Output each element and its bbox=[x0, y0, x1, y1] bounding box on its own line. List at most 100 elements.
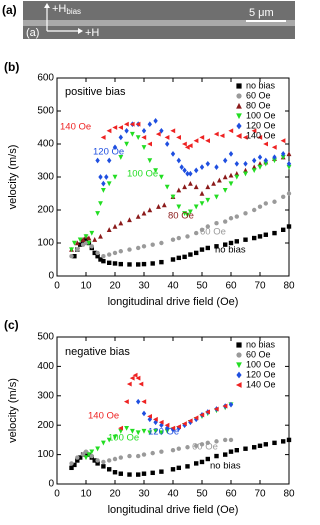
data-point bbox=[205, 197, 211, 203]
data-point bbox=[176, 204, 182, 210]
data-point bbox=[263, 442, 268, 447]
data-point bbox=[251, 168, 257, 174]
data-point bbox=[257, 443, 263, 448]
data-point bbox=[118, 425, 123, 431]
data-point bbox=[135, 375, 141, 381]
data-point bbox=[164, 184, 170, 190]
data-point bbox=[194, 250, 199, 256]
y-axis-label: velocity (m/s) bbox=[7, 145, 19, 210]
data-point bbox=[263, 201, 268, 206]
data-point bbox=[106, 437, 112, 443]
data-point bbox=[193, 415, 199, 421]
data-point bbox=[193, 138, 199, 144]
data-point bbox=[263, 141, 268, 147]
data-point bbox=[164, 134, 170, 140]
data-point bbox=[194, 461, 199, 466]
data-point bbox=[272, 199, 277, 204]
data-point bbox=[141, 428, 147, 434]
x-tick-label: 50 bbox=[196, 281, 208, 292]
data-point bbox=[164, 422, 170, 428]
y-tick-label: 600 bbox=[37, 73, 54, 84]
data-point bbox=[106, 181, 112, 187]
data-point bbox=[147, 121, 152, 128]
data-point bbox=[243, 237, 248, 242]
x-tick-label: 70 bbox=[254, 281, 266, 292]
bias-field-sub: bias bbox=[66, 7, 81, 16]
data-point bbox=[228, 128, 234, 134]
data-point bbox=[86, 452, 92, 458]
data-point bbox=[69, 461, 74, 466]
data-point bbox=[75, 247, 80, 252]
legend-label: 100 Oe bbox=[246, 359, 276, 369]
data-point bbox=[181, 421, 187, 427]
data-point bbox=[170, 128, 176, 134]
data-point bbox=[86, 240, 92, 246]
data-point bbox=[89, 453, 95, 459]
data-point bbox=[176, 157, 181, 164]
data-point bbox=[164, 428, 170, 434]
data-point bbox=[228, 216, 234, 221]
data-point bbox=[243, 211, 248, 216]
data-point bbox=[243, 167, 248, 173]
data-point bbox=[234, 239, 239, 244]
data-point bbox=[129, 428, 135, 434]
y-axis-label: velocity (m/s) bbox=[7, 378, 19, 443]
data-point bbox=[147, 416, 152, 423]
data-point bbox=[159, 259, 164, 265]
data-point bbox=[159, 422, 164, 429]
data-point bbox=[281, 194, 286, 199]
data-point bbox=[228, 449, 234, 454]
data-point bbox=[179, 164, 184, 170]
x-tick-label: 40 bbox=[167, 489, 179, 500]
legend-label: 120 Oe bbox=[246, 120, 276, 130]
y-tick-label: 100 bbox=[37, 449, 54, 460]
data-point bbox=[185, 234, 190, 239]
y-tick-label: 200 bbox=[37, 420, 54, 431]
data-point bbox=[106, 128, 112, 134]
data-point bbox=[188, 419, 193, 426]
data-point bbox=[176, 255, 181, 261]
data-point bbox=[188, 170, 193, 177]
x-tick-label: 0 bbox=[54, 281, 60, 292]
data-point bbox=[126, 381, 132, 387]
data-point bbox=[211, 180, 217, 186]
data-point bbox=[176, 235, 181, 241]
data-point bbox=[98, 201, 103, 207]
data-point bbox=[150, 261, 155, 266]
data-point bbox=[214, 194, 219, 200]
bias-field-label: +Hbias bbox=[52, 3, 81, 16]
data-point bbox=[170, 151, 176, 157]
data-point bbox=[176, 187, 182, 193]
annotation: positive bias bbox=[65, 86, 126, 98]
data-point bbox=[234, 214, 239, 219]
data-point bbox=[234, 160, 239, 167]
data-point bbox=[112, 434, 118, 440]
data-point bbox=[112, 250, 118, 256]
data-point bbox=[243, 446, 248, 451]
data-point bbox=[112, 223, 118, 229]
data-point bbox=[176, 446, 181, 451]
data-point bbox=[153, 419, 158, 426]
data-point bbox=[147, 158, 153, 164]
data-point bbox=[107, 458, 112, 463]
data-point bbox=[182, 167, 187, 174]
data-point bbox=[194, 167, 199, 174]
data-point bbox=[136, 398, 141, 405]
data-point bbox=[214, 221, 219, 226]
data-point bbox=[141, 471, 147, 476]
data-point bbox=[104, 174, 109, 180]
data-point bbox=[222, 188, 228, 193]
data-point bbox=[272, 440, 277, 446]
data-point bbox=[129, 375, 135, 381]
data-point bbox=[123, 399, 129, 405]
data-point bbox=[187, 143, 193, 149]
data-point bbox=[127, 472, 132, 477]
data-point bbox=[222, 174, 228, 180]
x-tick-label: 20 bbox=[109, 281, 121, 292]
data-point bbox=[141, 452, 147, 457]
data-point bbox=[170, 257, 176, 262]
data-point bbox=[182, 184, 188, 190]
data-point bbox=[147, 207, 153, 213]
data-point bbox=[141, 145, 147, 150]
data-point bbox=[159, 240, 164, 246]
